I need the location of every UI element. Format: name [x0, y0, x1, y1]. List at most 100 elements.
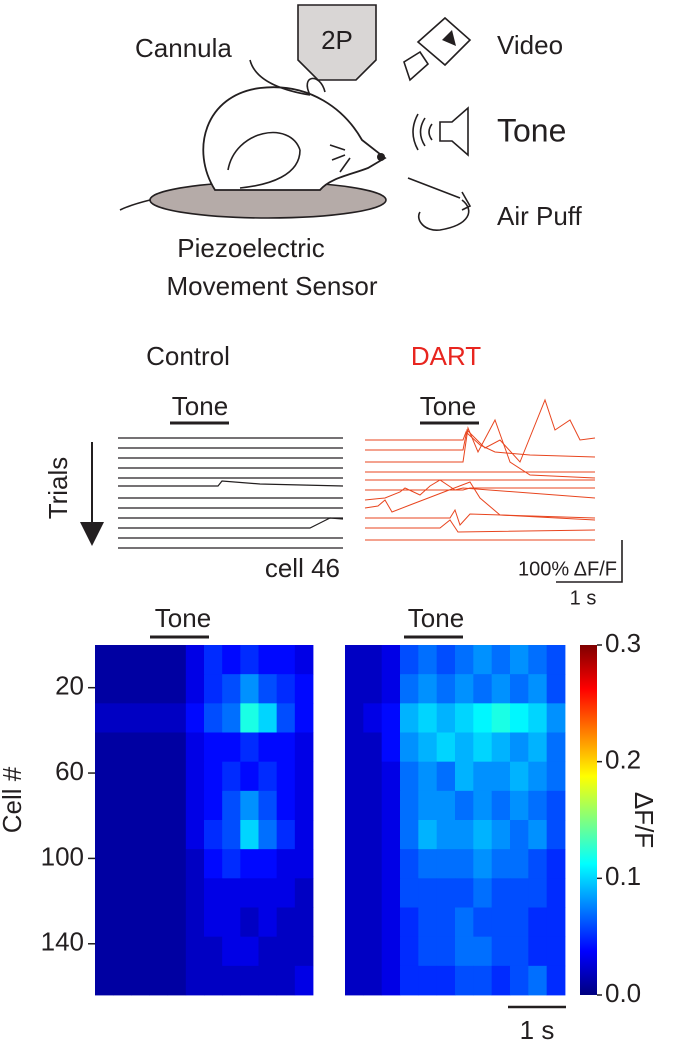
heatmap-cell: [95, 645, 114, 675]
heatmap-cell: [418, 790, 438, 821]
heatmap-cell: [400, 849, 419, 879]
heatmap-cell: [167, 965, 187, 996]
heatmap-cell: [167, 674, 187, 704]
heatmap-cell: [473, 820, 493, 850]
heatmap-cell: [418, 820, 438, 850]
heatmap-cell: [240, 820, 259, 850]
heatmap-cell: [455, 878, 474, 908]
heatmap-panel: Tone Tone Cell # ΔF/F 1 s: [0, 603, 659, 1045]
heatmap-cell: [473, 674, 493, 704]
heatmap-cell: [436, 790, 456, 821]
heatmap-cell: [381, 878, 401, 908]
heatmap-cell: [345, 820, 364, 850]
heatmap-cell: [167, 878, 187, 908]
heatmap-cell: [363, 820, 383, 850]
heatmap-cell: [240, 907, 259, 938]
heatmap-cell: [528, 849, 548, 879]
heatmap-cell: [546, 674, 566, 704]
heatmap-cell: [222, 849, 241, 879]
heatmap-cell: [131, 761, 150, 792]
heatmap-cell: [381, 965, 401, 996]
heatmap-cell: [185, 849, 205, 879]
heatmap-cell: [113, 732, 132, 763]
heatmap-cell: [473, 849, 493, 879]
heatmap-cell: [95, 849, 114, 879]
heatmap-cell: [95, 878, 114, 908]
heatmap-cell: [167, 907, 187, 938]
heatmap-cell: [528, 761, 548, 792]
heatmap-cell: [418, 761, 438, 792]
heatmap-cell: [491, 878, 511, 908]
heatmap-cell: [167, 849, 187, 879]
heatmap-cell: [491, 907, 511, 938]
heatmap-cell: [222, 907, 241, 938]
heatmap-cell: [149, 878, 169, 908]
colorbar-tick-label: 0.3: [605, 628, 641, 658]
heatmap-cell: [113, 703, 132, 733]
heatmap-cell: [185, 732, 205, 763]
heatmap-cell: [345, 965, 364, 996]
heatmap-cell: [455, 761, 474, 792]
heatmap-cell: [113, 645, 132, 675]
heatmap-cell: [258, 907, 278, 938]
heatmap-cell: [510, 820, 529, 850]
heatmap-cell: [149, 674, 169, 704]
trace-panel: Control DART Tone Tone Trials cell 46: [43, 341, 623, 609]
axis-label: Trials: [43, 457, 73, 520]
heatmap-cell: [436, 936, 456, 967]
heatmap-cell: [294, 703, 314, 733]
colorbar-label: ΔF/F: [629, 792, 659, 848]
heatmap-cell: [204, 965, 223, 996]
y-tick-label: 20: [55, 671, 84, 701]
heatmap-cell: [510, 849, 529, 879]
heatmap-cell: [131, 849, 150, 879]
colorbar-tick-label: 0.0: [605, 978, 641, 1008]
heatmap-cell: [131, 965, 150, 996]
heatmap-cell: [363, 878, 383, 908]
heatmap-cell: [491, 849, 511, 879]
heatmap-cell: [400, 820, 419, 850]
heatmap-cell: [528, 732, 548, 763]
heatmap-cell: [276, 761, 296, 792]
mouse-leg: [227, 131, 301, 189]
heatmap-cell: [381, 907, 401, 938]
heatmap-cell: [400, 878, 419, 908]
heatmap-cell: [363, 645, 383, 675]
heatmap-cell: [185, 878, 205, 908]
panel-title: Control: [146, 341, 230, 371]
video-icon: [403, 16, 472, 82]
heatmap-cell: [381, 820, 401, 850]
heatmap-cell: [222, 965, 241, 996]
heatmap-cell: [381, 732, 401, 763]
heatmap-cell: [436, 965, 456, 996]
heatmap-cell: [222, 703, 241, 733]
heatmap-cell: [363, 674, 383, 704]
cannula-wire: [249, 59, 311, 96]
heatmap-cell: [167, 761, 187, 792]
heatmap-cell: [473, 703, 493, 733]
heatmap-cell: [528, 645, 548, 675]
heatmap-cell: [491, 645, 511, 675]
heatmap-cell: [436, 761, 456, 792]
y-tick-label: 100: [41, 841, 84, 871]
heatmap-cell: [204, 703, 223, 733]
heatmap-cell: [546, 907, 566, 938]
heatmap-cell: [95, 936, 114, 967]
heatmap-cell: [510, 674, 529, 704]
heatmap-cell: [113, 878, 132, 908]
heatmap-cell: [400, 965, 419, 996]
heatmap-cell: [546, 936, 566, 967]
label: Piezoelectric: [177, 233, 324, 263]
heatmap-cell: [381, 849, 401, 879]
heatmap-cell: [185, 761, 205, 792]
heatmap-cell: [400, 907, 419, 938]
heatmap-cell: [400, 703, 419, 733]
heatmap-cell: [149, 965, 169, 996]
heatmap-cell: [204, 820, 223, 850]
heatmap-cell: [222, 732, 241, 763]
heatmap-cell: [400, 732, 419, 763]
heatmap-cell: [113, 820, 132, 850]
heatmap-cell: [131, 907, 150, 938]
scale-label: 100% ΔF/F: [518, 558, 617, 580]
heatmap-cell: [204, 849, 223, 879]
